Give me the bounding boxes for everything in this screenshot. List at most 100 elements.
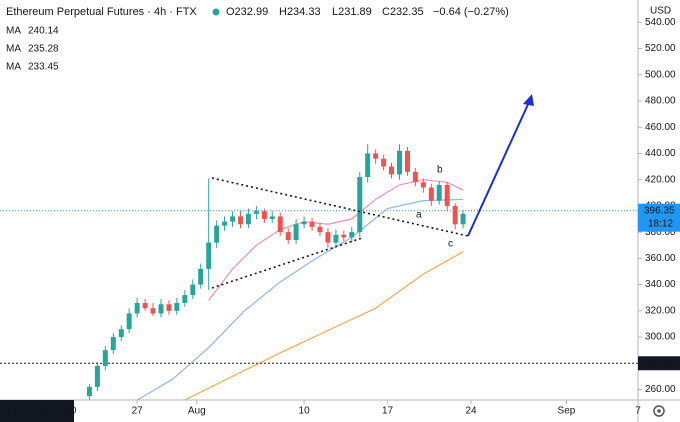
legend-name: MA xyxy=(6,62,21,73)
y-tick-label: 460.00 xyxy=(645,122,676,133)
legend-name: MA xyxy=(6,44,21,55)
currency-label: USD xyxy=(650,6,671,17)
candle-body xyxy=(118,329,124,338)
candle-body xyxy=(261,211,267,220)
arrow-head xyxy=(523,94,534,106)
candle-body xyxy=(317,226,323,233)
moving-average xyxy=(136,198,464,401)
candle-body xyxy=(373,153,379,159)
candle-body xyxy=(206,242,212,269)
y-tick-label: 300.00 xyxy=(645,332,676,343)
candle-body xyxy=(102,350,108,366)
ohlc-open: O232.99 xyxy=(226,6,268,18)
candle-body xyxy=(285,232,291,240)
trendline-upper xyxy=(211,177,469,237)
legend-value: 235.28 xyxy=(28,44,59,55)
candle-body xyxy=(365,153,371,178)
y-tick-label: 520.00 xyxy=(645,43,676,54)
candle-body xyxy=(158,304,164,314)
y-tick-label: 500.00 xyxy=(645,69,676,80)
candle-body xyxy=(460,213,466,225)
y-tick-label: 340.00 xyxy=(645,279,676,290)
y-tick-label: 320.00 xyxy=(645,305,676,316)
candle-body xyxy=(269,216,275,220)
price-tag-label: 396.35 xyxy=(644,205,675,216)
y-tick-label: 420.00 xyxy=(645,174,676,185)
x-tick-label: Sep xyxy=(558,406,576,417)
price-tag-label: 280.01 xyxy=(644,358,675,369)
y-tick-label: 440.00 xyxy=(645,148,676,159)
trendline-lower xyxy=(211,237,363,289)
status-dot xyxy=(212,8,220,16)
candle-body xyxy=(301,221,307,225)
candle-body xyxy=(357,177,363,233)
candle-body xyxy=(428,187,434,201)
x-tick-label: 10 xyxy=(299,406,311,417)
y-tick-label: 260.00 xyxy=(645,384,676,395)
moving-average xyxy=(184,251,464,401)
candle-body xyxy=(126,313,132,330)
price-tag xyxy=(638,356,680,371)
candle-body xyxy=(381,158,387,167)
candle-body xyxy=(222,221,228,226)
wave-label: a xyxy=(416,210,422,221)
wave-label: c xyxy=(448,239,453,250)
x-tick-label: 17 xyxy=(382,406,394,417)
projection-arrow xyxy=(467,99,531,237)
x-tick-label: Aug xyxy=(188,406,206,417)
candle-body xyxy=(309,221,315,227)
ohlc-high: H234.33 xyxy=(279,6,321,18)
candle-body xyxy=(325,232,331,243)
moving-average xyxy=(208,179,464,301)
candle-body xyxy=(214,225,220,243)
candle-body xyxy=(333,234,339,243)
candle-body xyxy=(190,284,196,296)
candle-body xyxy=(293,224,299,240)
symbol-title: Ethereum Perpetual Futures · 4h · FTX xyxy=(6,6,197,18)
y-tick-label: 380.00 xyxy=(645,227,676,238)
candle-body xyxy=(389,166,395,175)
y-tick-label: 540.00 xyxy=(645,17,676,28)
change: −0.64 (−0.27%) xyxy=(433,6,509,18)
x-tick-label: 7 xyxy=(635,406,641,417)
settings-icon[interactable] xyxy=(653,405,665,417)
legend-value: 240.14 xyxy=(28,26,59,37)
candle-body xyxy=(245,213,251,225)
candle-body xyxy=(412,171,418,183)
price-tag xyxy=(638,203,680,232)
candle-body xyxy=(110,337,116,351)
candle-body xyxy=(198,268,204,285)
candle-body xyxy=(349,232,355,238)
candle-body xyxy=(86,386,92,397)
candle-body xyxy=(166,304,172,311)
candle-body xyxy=(452,205,458,225)
legend: Ethereum Perpetual Futures · 4h · FTX O2… xyxy=(6,6,509,18)
y-tick-label: 480.00 xyxy=(645,96,676,107)
candle-body xyxy=(134,302,140,314)
candle-body xyxy=(238,216,244,225)
x-tick-label: 24 xyxy=(465,406,477,417)
candle-body xyxy=(277,216,283,233)
crosshair-label: 17 Jul '20 02:00 xyxy=(6,406,77,417)
candle-body xyxy=(253,211,259,214)
candle-body xyxy=(150,308,156,314)
candle-body xyxy=(142,302,148,309)
plot-area xyxy=(0,144,638,401)
candle-body xyxy=(444,184,450,206)
legend-name: MA xyxy=(6,26,21,37)
x-tick-label: 27 xyxy=(132,406,144,417)
candle-body xyxy=(420,182,426,188)
candle-body xyxy=(94,365,100,387)
y-tick-label: 360.00 xyxy=(645,253,676,264)
candle-body xyxy=(230,216,236,222)
candle-body xyxy=(404,150,410,172)
ohlc-low: L231.89 xyxy=(332,6,372,18)
legend-value: 233.45 xyxy=(28,62,59,73)
candle-body xyxy=(174,302,180,311)
candle-body xyxy=(436,184,442,201)
candle-body xyxy=(182,295,188,303)
crosshair-box xyxy=(0,400,74,422)
candle-body xyxy=(396,150,402,175)
